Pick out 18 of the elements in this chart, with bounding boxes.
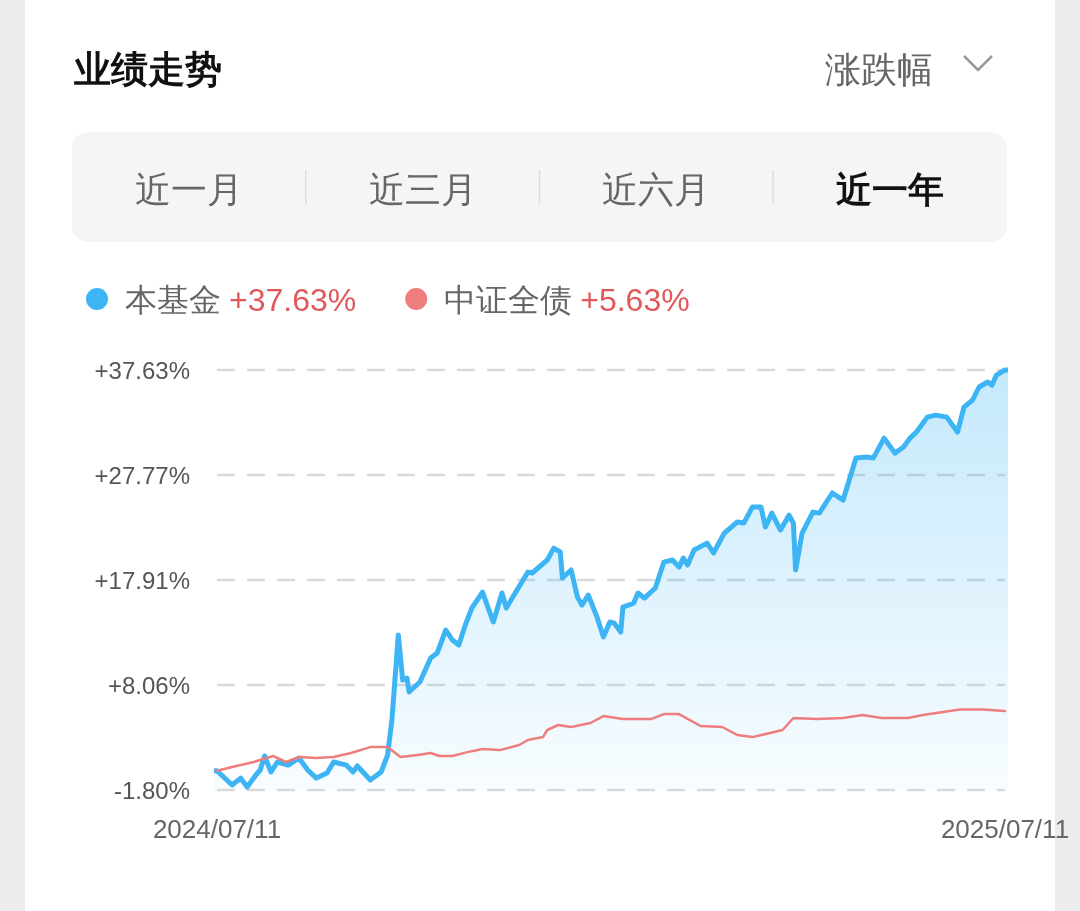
legend-label: 本基金 (125, 282, 221, 318)
x-tick-label: 2025/07/11 (940, 814, 1070, 844)
y-tick-label: +8.06% (107, 671, 190, 699)
x-tick-label: 2024/07/11 (152, 814, 282, 844)
text: 涨跌幅 (825, 49, 933, 90)
text: +5.63% (580, 282, 690, 318)
y-tick-label: -1.80% (113, 777, 190, 804)
y-tick-label: +37.63% (94, 357, 190, 384)
text: 近一年 (836, 169, 945, 210)
text: 近一月 (134, 169, 243, 210)
line-series (215, 708, 1007, 773)
text: 近三月 (368, 169, 477, 210)
text: 近六月 (602, 169, 711, 210)
legend-label: 中证全债 (444, 282, 573, 318)
chart-title: 业绩走势 (74, 49, 222, 90)
y-tick-label: +17.91% (94, 567, 190, 595)
text: +37.63% (229, 282, 357, 318)
y-tick-label: +27.77% (94, 462, 190, 490)
